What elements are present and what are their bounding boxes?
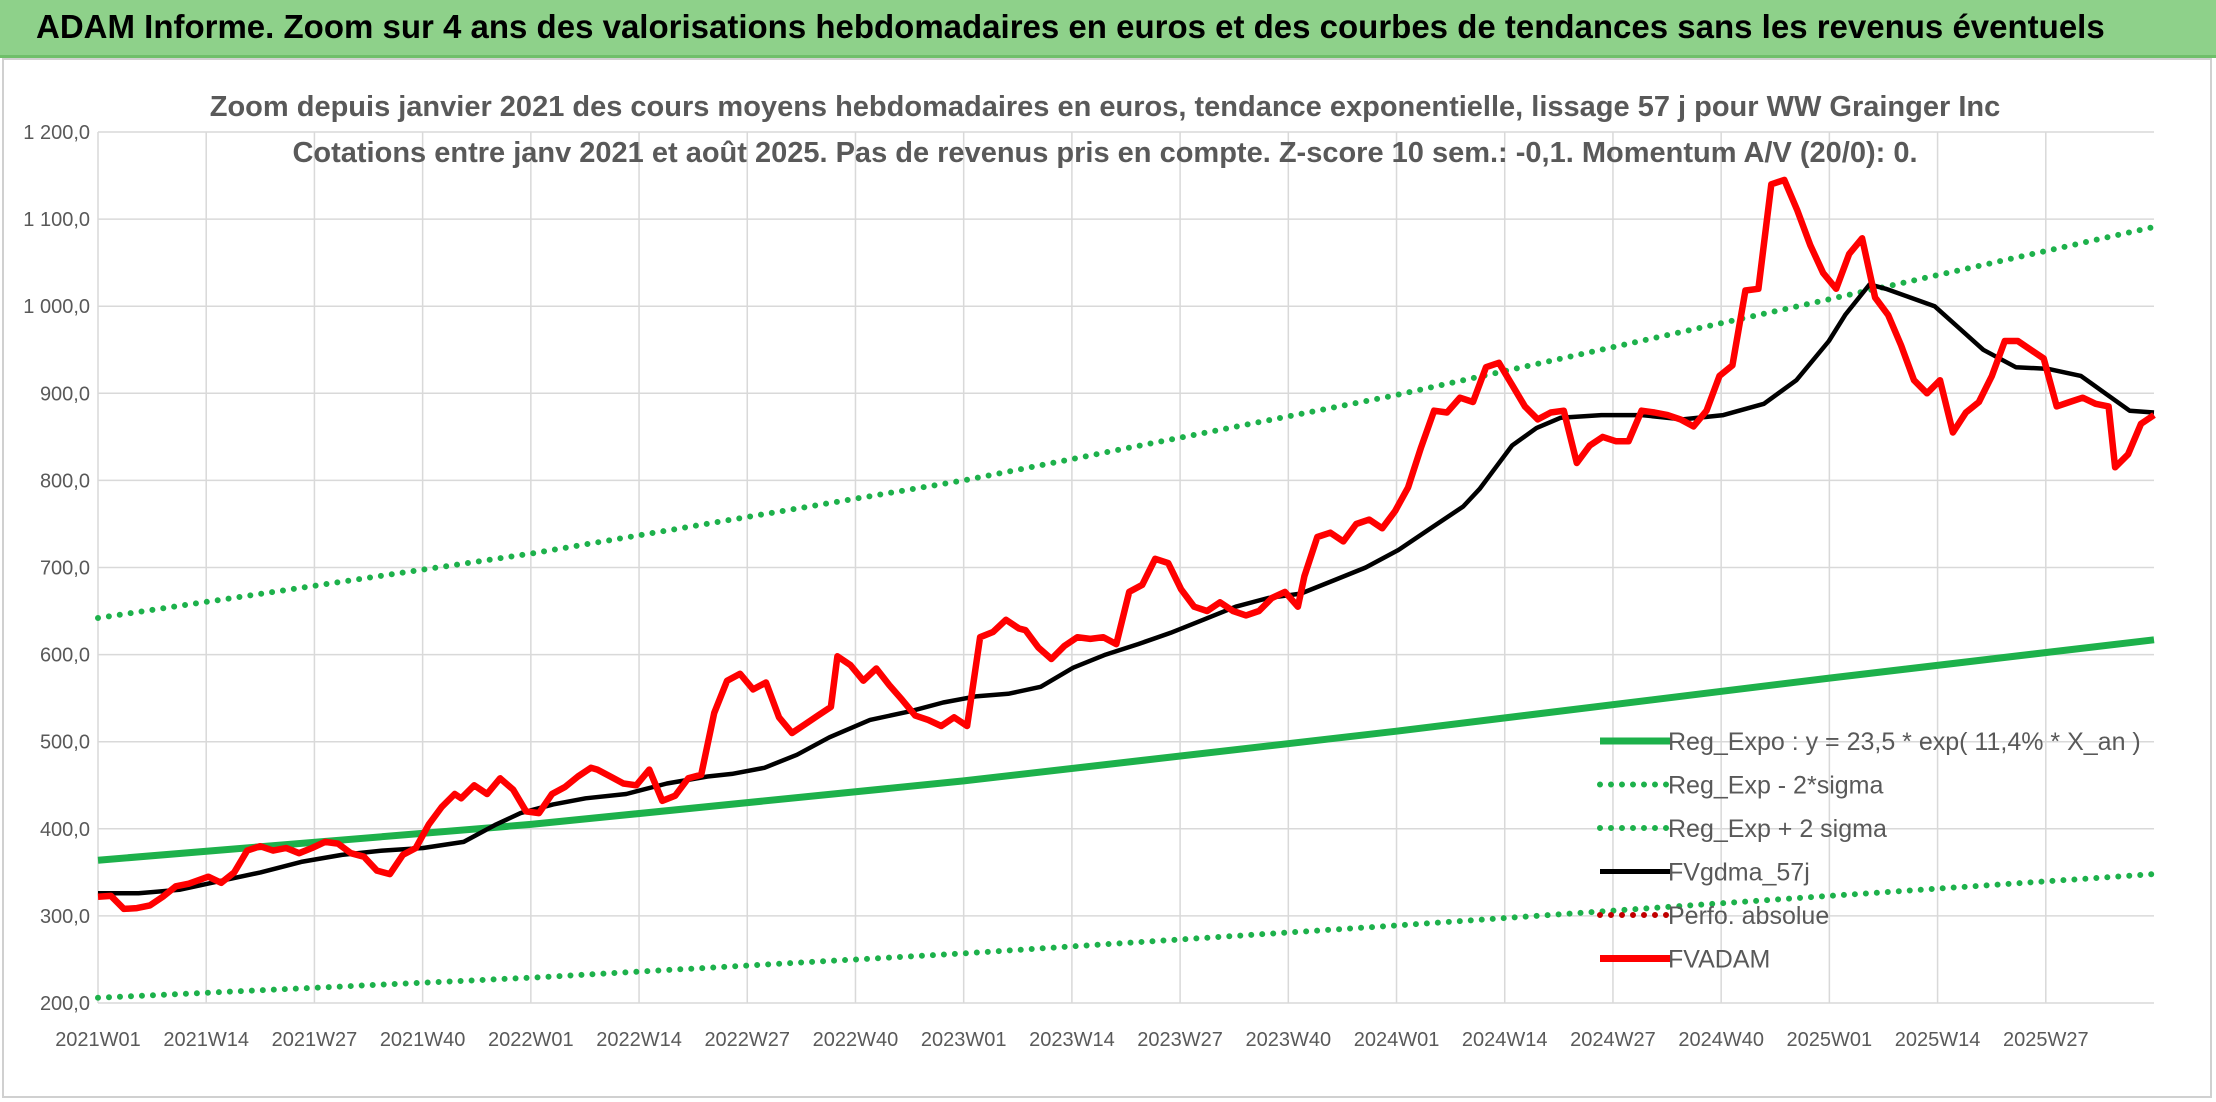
x-tick-label: 2024W01	[1354, 1029, 1440, 1051]
x-tick-label: 2022W14	[596, 1029, 682, 1051]
x-tick-label: 2025W01	[1787, 1029, 1873, 1051]
page-title: ADAM Informe. Zoom sur 4 ans des valoris…	[36, 8, 2105, 45]
legend-label: Reg_Exp + 2 sigma	[1668, 815, 1887, 843]
y-tick-label: 200,0	[40, 993, 90, 1015]
y-tick-label: 400,0	[40, 819, 90, 841]
header-banner: ADAM Informe. Zoom sur 4 ans des valoris…	[0, 0, 2216, 58]
series-fvgdma-57j	[98, 282, 2155, 896]
y-tick-label: 300,0	[40, 906, 90, 928]
chart-legend: Reg_Expo : y = 23,5 * exp( 11,4% * X_an …	[1597, 728, 2141, 974]
y-tick-label: 1 000,0	[23, 296, 90, 318]
y-tick-label: 700,0	[40, 558, 90, 580]
series-reg-plus-2sigma	[95, 223, 2157, 621]
series-reg-minus-2sigma	[95, 871, 2157, 1001]
chart-series	[95, 176, 2157, 1001]
x-tick-label: 2024W27	[1570, 1029, 1656, 1051]
x-tick-label: 2023W40	[1246, 1029, 1332, 1051]
y-tick-label: 500,0	[40, 732, 90, 754]
x-tick-label: 2022W01	[488, 1029, 574, 1051]
series-reg-expo	[97, 636, 2155, 864]
x-tick-label: 2024W14	[1462, 1029, 1548, 1051]
y-tick-label: 900,0	[40, 383, 90, 405]
x-tick-label: 2023W14	[1029, 1029, 1115, 1051]
chart-frame	[2, 58, 2212, 1098]
y-tick-label: 800,0	[40, 470, 90, 492]
legend-label: Reg_Expo : y = 23,5 * exp( 11,4% * X_an …	[1668, 728, 2141, 756]
x-tick-label: 2021W40	[380, 1029, 466, 1051]
x-tick-label: 2022W27	[704, 1029, 790, 1051]
y-tick-label: 1 200,0	[23, 122, 90, 144]
series-fvadam	[97, 176, 2156, 913]
y-tick-label: 600,0	[40, 645, 90, 667]
x-tick-label: 2021W14	[163, 1029, 249, 1051]
x-tick-label: 2021W01	[55, 1029, 141, 1051]
chart-grid	[97, 131, 2154, 1004]
x-tick-label: 2023W27	[1137, 1029, 1223, 1051]
x-tick-label: 2025W27	[2003, 1029, 2089, 1051]
x-tick-label: 2023W01	[921, 1029, 1007, 1051]
axis-ticks: 1 200,0 1 100,0 1 000,0 900,0 800,0 700,0 600,…	[23, 122, 2088, 1051]
x-tick-label: 2025W14	[1895, 1029, 1981, 1051]
legend-label: FVgdma_57j	[1668, 859, 1810, 887]
legend-label: Reg_Exp - 2*sigma	[1668, 772, 1883, 800]
chart-title-line1: Zoom depuis janvier 2021 des cours moyen…	[210, 91, 2000, 123]
x-tick-label: 2021W27	[272, 1029, 358, 1051]
x-tick-label: 2024W40	[1678, 1029, 1764, 1051]
chart-title-line2: Cotations entre janv 2021 et août 2025. …	[292, 137, 1917, 169]
y-tick-label: 1 100,0	[23, 209, 90, 231]
legend-label: Perfo. absolue	[1668, 902, 1829, 930]
x-tick-label: 2022W40	[813, 1029, 899, 1051]
legend-label: FVADAM	[1668, 946, 1770, 974]
